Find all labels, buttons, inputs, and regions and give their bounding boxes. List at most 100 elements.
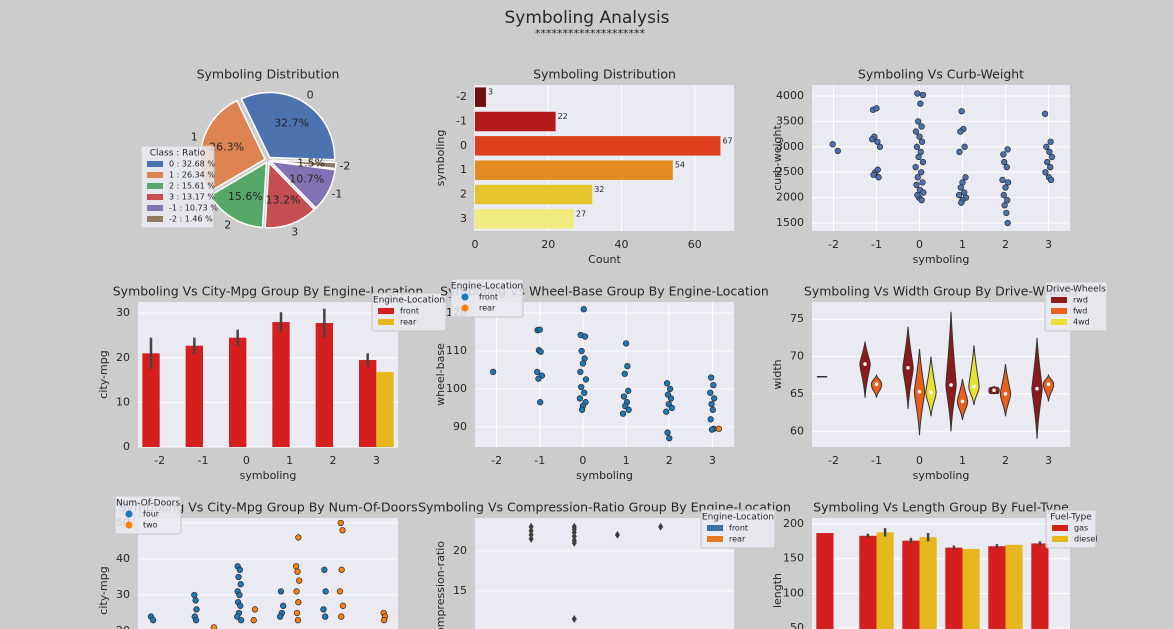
bar-value-label: 54 [675, 161, 685, 170]
x-tick-label: 0 [472, 238, 479, 251]
legend-label: front [479, 293, 498, 302]
bar [185, 345, 203, 447]
x-tick-label: 3 [709, 454, 716, 467]
flier [571, 528, 577, 537]
point [537, 348, 544, 355]
x-tick-label: 0 [579, 454, 586, 467]
point [625, 387, 632, 394]
legend-title: Num-Of-Doors [116, 499, 180, 509]
point [536, 326, 543, 333]
violin-median [960, 399, 965, 404]
legend-title: Fuel-Type [1050, 513, 1092, 523]
point [237, 617, 245, 624]
legend-marker [1052, 536, 1068, 542]
point [250, 617, 257, 624]
legend-marker [707, 525, 723, 531]
point [322, 613, 329, 620]
point [1048, 153, 1056, 161]
point [1004, 197, 1011, 204]
point [870, 171, 877, 178]
y-tick-label: 60 [790, 424, 804, 437]
x-tick-label: 0 [243, 454, 250, 467]
chart-title: Symboling Distribution [197, 67, 340, 82]
x-tick-label: 1 [286, 454, 293, 467]
point [1042, 169, 1049, 176]
x-tick-label: 1 [959, 454, 966, 467]
point [667, 395, 675, 402]
point [1003, 163, 1010, 171]
point [621, 370, 628, 377]
x-tick-label: 1 [959, 238, 966, 251]
point [1004, 179, 1012, 186]
point [321, 566, 328, 573]
point [914, 191, 921, 199]
legend-box [450, 278, 524, 318]
point [581, 333, 589, 340]
y-tick-label: 70 [790, 350, 804, 363]
legend-marker [147, 216, 163, 222]
x-tick-label: -2 [828, 238, 839, 251]
legend-label: 4wd [1073, 318, 1090, 327]
point [919, 158, 927, 166]
bar-value-label: 67 [722, 136, 732, 145]
point [236, 566, 243, 573]
page-title: Symboling Analysis [504, 8, 669, 28]
y-axis-label: compression-ratio [434, 541, 447, 629]
point [958, 108, 965, 115]
y-tick-label: 3000 [776, 140, 804, 153]
bar-value-label: 22 [558, 112, 568, 121]
flier [614, 530, 620, 539]
plot-area [138, 302, 398, 447]
point [957, 128, 964, 135]
point [707, 389, 714, 396]
pie-slice [264, 161, 316, 229]
point [957, 184, 964, 191]
legend-label: front [729, 524, 748, 533]
legend-label: two [143, 521, 158, 530]
point [875, 174, 882, 181]
legend-marker [125, 521, 133, 529]
point [625, 406, 632, 413]
point [664, 429, 671, 436]
bar [376, 372, 394, 447]
point [666, 435, 673, 442]
x-tick-label: -1 [198, 454, 209, 467]
y-tick-label: 20 [116, 624, 130, 629]
point [337, 519, 344, 527]
point [577, 368, 584, 375]
bar [859, 535, 877, 629]
y-axis-label: wheel-base [434, 343, 447, 406]
y-tick-label: 20 [116, 351, 130, 364]
violin-median [863, 362, 867, 366]
plot-area [812, 85, 1070, 231]
legend-label: 3 : 13.17 % [169, 193, 215, 202]
legend-title: Engine-Location [451, 282, 523, 292]
x-tick-label: 60 [688, 238, 702, 251]
point [339, 602, 347, 609]
bar [315, 322, 333, 447]
point [294, 568, 301, 575]
point [293, 609, 301, 617]
violin-body [870, 373, 883, 398]
point [578, 347, 585, 355]
point [234, 613, 241, 620]
legend-label: -1 : 10.73 % [169, 204, 218, 213]
point [869, 136, 876, 143]
x-axis-label: Count [588, 253, 621, 266]
chart-title: Symboling Vs Width Group By Drive-Wheels [804, 284, 1078, 299]
violin-median [917, 389, 922, 394]
x-tick-label: 2 [666, 454, 673, 467]
y-tick-label: 65 [790, 387, 804, 400]
y-tick-label: 30 [116, 588, 130, 601]
point [293, 588, 300, 595]
pie-value-label: 10.7% [289, 172, 324, 185]
pie-category-label: -1 [331, 188, 342, 201]
violin-body [925, 356, 937, 417]
plot-area [138, 518, 398, 629]
point [576, 395, 584, 402]
plot-area [812, 518, 1070, 629]
point [876, 143, 884, 150]
legend-marker [1051, 297, 1067, 303]
point [535, 375, 542, 382]
y-tick-label: 0 [460, 139, 467, 152]
